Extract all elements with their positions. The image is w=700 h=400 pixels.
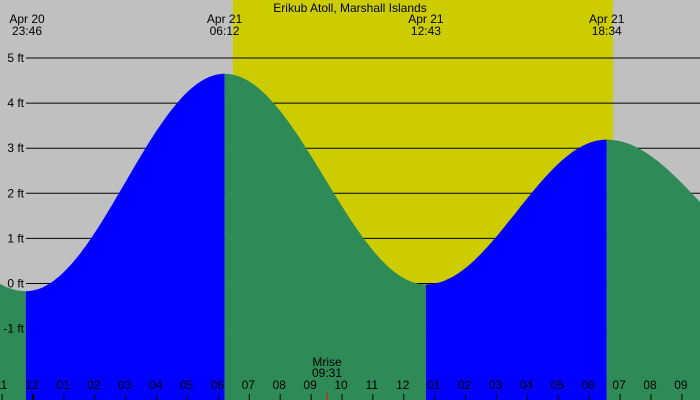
falling-tide-area bbox=[224, 73, 426, 400]
extreme-date: Apr 21 bbox=[408, 12, 444, 26]
extreme-time: 06:12 bbox=[210, 24, 240, 38]
hour-label: 12 bbox=[396, 378, 410, 392]
rising-tide-area bbox=[425, 139, 607, 400]
hour-label: 06 bbox=[582, 378, 596, 392]
y-tick-label: 3 ft bbox=[7, 141, 24, 155]
hour-label: 07 bbox=[242, 378, 256, 392]
extreme-date: Apr 21 bbox=[589, 12, 625, 26]
y-axis-labels: -1 ft 0 ft 1 ft 2 ft 3 ft 4 ft 5 ft bbox=[3, 51, 24, 336]
hour-label: 04 bbox=[520, 378, 534, 392]
hour-label: 10 bbox=[334, 378, 348, 392]
hour-label: 01 bbox=[56, 378, 70, 392]
tide-areas bbox=[0, 73, 700, 400]
extreme-time: 12:43 bbox=[411, 24, 441, 38]
hour-label: 08 bbox=[273, 378, 287, 392]
y-tick-label: 4 ft bbox=[7, 96, 24, 110]
hour-label: 03 bbox=[118, 378, 132, 392]
moonrise-label: Mrise bbox=[312, 355, 342, 369]
hour-label: 09 bbox=[674, 378, 688, 392]
hour-label: 04 bbox=[149, 378, 163, 392]
moonrise-time: 09:31 bbox=[312, 366, 342, 380]
y-tick-label: 1 ft bbox=[7, 231, 24, 245]
rising-tide-area bbox=[25, 73, 225, 400]
y-tick-label: -1 ft bbox=[3, 322, 24, 336]
hour-label: 11 bbox=[0, 378, 8, 392]
hour-label: 05 bbox=[180, 378, 194, 392]
hour-label: 05 bbox=[551, 378, 565, 392]
falling-tide-area bbox=[606, 139, 700, 400]
hour-label: 03 bbox=[489, 378, 503, 392]
hour-label: 11 bbox=[366, 378, 379, 392]
hour-label: 02 bbox=[87, 378, 101, 392]
y-tick-label: 0 ft bbox=[7, 277, 24, 291]
hour-label: 06 bbox=[211, 378, 225, 392]
extreme-time: 18:34 bbox=[592, 24, 622, 38]
hour-label: 01 bbox=[427, 378, 441, 392]
hour-label: 02 bbox=[458, 378, 472, 392]
hour-label: 08 bbox=[643, 378, 657, 392]
extreme-date: Apr 20 bbox=[9, 12, 45, 26]
extreme-date: Apr 21 bbox=[207, 12, 243, 26]
x-axis-labels: 11 12 01 02 03 04 05 06 07 08 09 10 11 12 01 02 03 04 05 06… bbox=[0, 378, 688, 392]
falling-tide-area bbox=[0, 283, 26, 400]
hour-label: 12 bbox=[25, 378, 39, 392]
hour-label: 07 bbox=[612, 378, 626, 392]
x-axis-ticks bbox=[1, 393, 683, 400]
hour-label: 09 bbox=[303, 378, 317, 392]
chart-title: Erikub Atoll, Marshall Islands bbox=[273, 1, 426, 15]
y-tick-label: 5 ft bbox=[7, 51, 24, 65]
extreme-time: 23:46 bbox=[12, 24, 42, 38]
y-tick-label: 2 ft bbox=[7, 186, 24, 200]
